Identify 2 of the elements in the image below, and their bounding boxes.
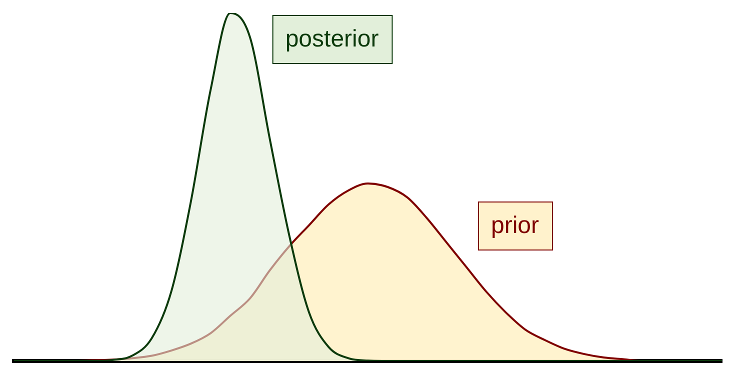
series-label: posterior — [285, 26, 379, 53]
series-label: prior — [491, 212, 540, 240]
